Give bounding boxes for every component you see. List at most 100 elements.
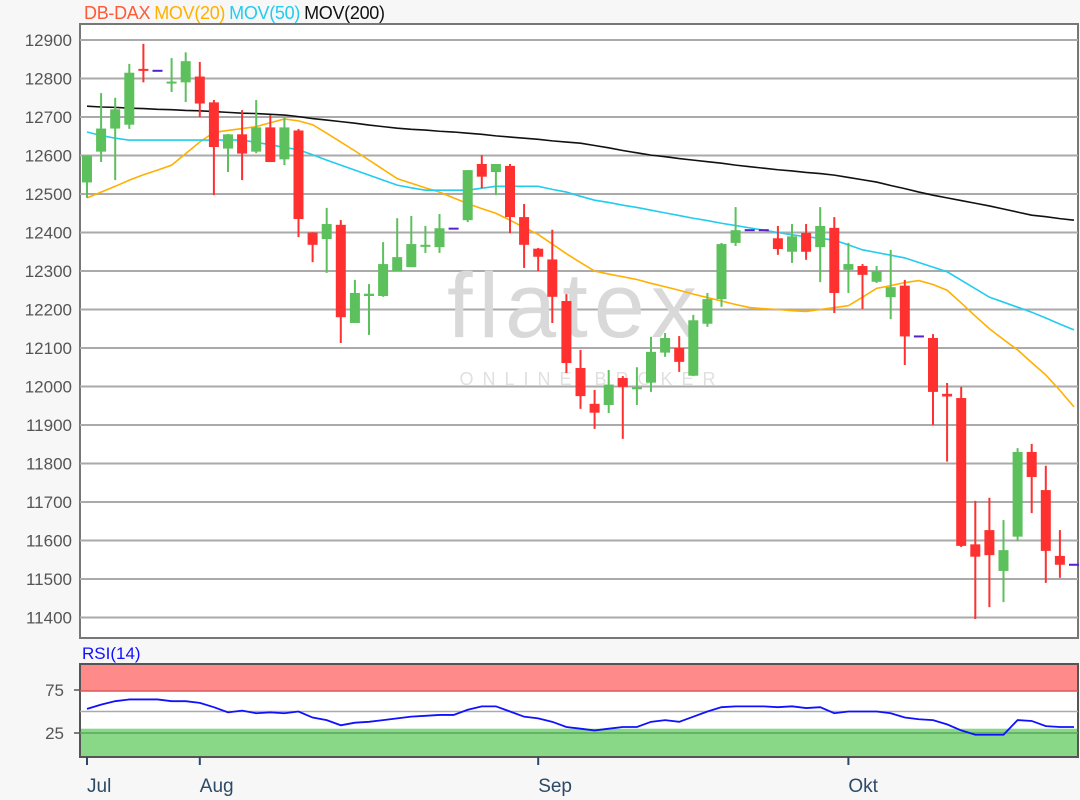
candle-body: [871, 271, 882, 282]
candle-body: [505, 165, 515, 218]
candle: [815, 207, 826, 283]
candle: [942, 383, 953, 462]
rsi-y-tick-label: 75: [45, 681, 64, 700]
candle-body: [787, 236, 797, 252]
candle-body: [349, 292, 360, 323]
candle-body: [265, 127, 276, 163]
candle-body: [180, 61, 191, 83]
legend-ma50: MOV(50): [229, 3, 301, 23]
candle-body: [815, 225, 826, 248]
candle-body: [702, 299, 713, 324]
candle: [956, 386, 967, 548]
candle-body: [194, 76, 205, 104]
candle: [1012, 448, 1023, 541]
candle-body: [420, 244, 431, 247]
y-tick-label: 11700: [26, 493, 72, 512]
candle: [843, 242, 854, 293]
y-tick-label: 12600: [25, 147, 72, 166]
candle-body: [138, 68, 149, 71]
candle: [138, 43, 149, 83]
y-tick-label: 11400: [26, 609, 72, 628]
candle: [674, 336, 685, 372]
candle: [871, 265, 882, 283]
candle: [265, 115, 276, 163]
candle-body: [801, 232, 812, 252]
candle-body: [843, 264, 854, 270]
candle-body: [293, 130, 304, 220]
ma-line-mov20: [86, 118, 1075, 408]
candle: [406, 215, 417, 268]
watermark-tagline: ONLINE BROKER: [459, 369, 724, 389]
y-tick-label: 12800: [25, 70, 72, 89]
y-tick-label: 11900: [26, 416, 72, 435]
candle-body: [364, 293, 374, 297]
candle-body: [279, 127, 290, 160]
candle: [490, 163, 501, 196]
candle: [505, 163, 515, 234]
rsi-line: [86, 698, 1074, 736]
candle-body: [660, 337, 671, 353]
candle-body: [646, 351, 656, 383]
legend-instrument: DB-DAX: [84, 3, 151, 23]
y-tick-label: 12100: [25, 339, 72, 358]
ma-line-mov200: [86, 105, 1075, 221]
candle: [237, 110, 248, 181]
candle: [998, 520, 1009, 603]
candle-body: [335, 224, 346, 318]
candle: [772, 225, 783, 255]
watermark-logo: flatex: [447, 255, 703, 357]
legend-ma200: MOV(200): [304, 3, 385, 23]
candle: [1054, 530, 1065, 578]
candle: [688, 314, 699, 377]
candle: [857, 264, 868, 310]
candle: [1040, 465, 1051, 583]
candle-body: [674, 348, 685, 362]
x-tick-label: Sep: [538, 776, 572, 797]
candle-body: [96, 128, 107, 152]
x-tick-label: Okt: [848, 776, 878, 797]
candle-body: [251, 127, 262, 152]
candle: [928, 334, 938, 425]
candle-body: [82, 155, 92, 183]
chart-legend: DB-DAX MOV(20) MOV(50) MOV(200): [84, 3, 389, 24]
candle-body: [547, 259, 558, 297]
candle: [899, 279, 910, 365]
candle: [660, 332, 671, 357]
candle-body: [223, 134, 233, 149]
candle: [561, 294, 572, 374]
candle-body: [956, 398, 967, 546]
candle-body: [237, 134, 248, 154]
candle-body: [307, 232, 318, 245]
candle-body: [942, 393, 953, 397]
y-tick-label: 11600: [26, 532, 72, 551]
rsi-y-tick-label: 25: [45, 724, 64, 743]
candle: [293, 128, 304, 238]
candle-body: [406, 244, 417, 268]
candle-body: [124, 72, 135, 125]
candle-body: [688, 320, 699, 376]
candle: [631, 367, 642, 405]
candle: [208, 100, 219, 196]
candle: [434, 214, 445, 253]
candle-body: [1040, 490, 1051, 551]
candle-body: [730, 230, 741, 243]
candle: [589, 389, 600, 429]
candle: [829, 217, 840, 313]
candle: [166, 58, 177, 92]
candle-body: [1012, 451, 1023, 537]
candle-body: [490, 163, 501, 173]
y-tick-label: 12700: [25, 108, 72, 127]
rsi-title: RSI(14): [82, 644, 141, 663]
candle: [349, 279, 360, 323]
candle: [575, 349, 586, 409]
candle-body: [928, 337, 938, 392]
candle-body: [561, 301, 572, 364]
candle: [279, 117, 290, 166]
candle: [702, 292, 713, 327]
candle-body: [617, 378, 628, 387]
candle: [223, 133, 233, 173]
candle: [82, 155, 92, 198]
candle: [307, 232, 318, 263]
candle: [519, 204, 530, 268]
